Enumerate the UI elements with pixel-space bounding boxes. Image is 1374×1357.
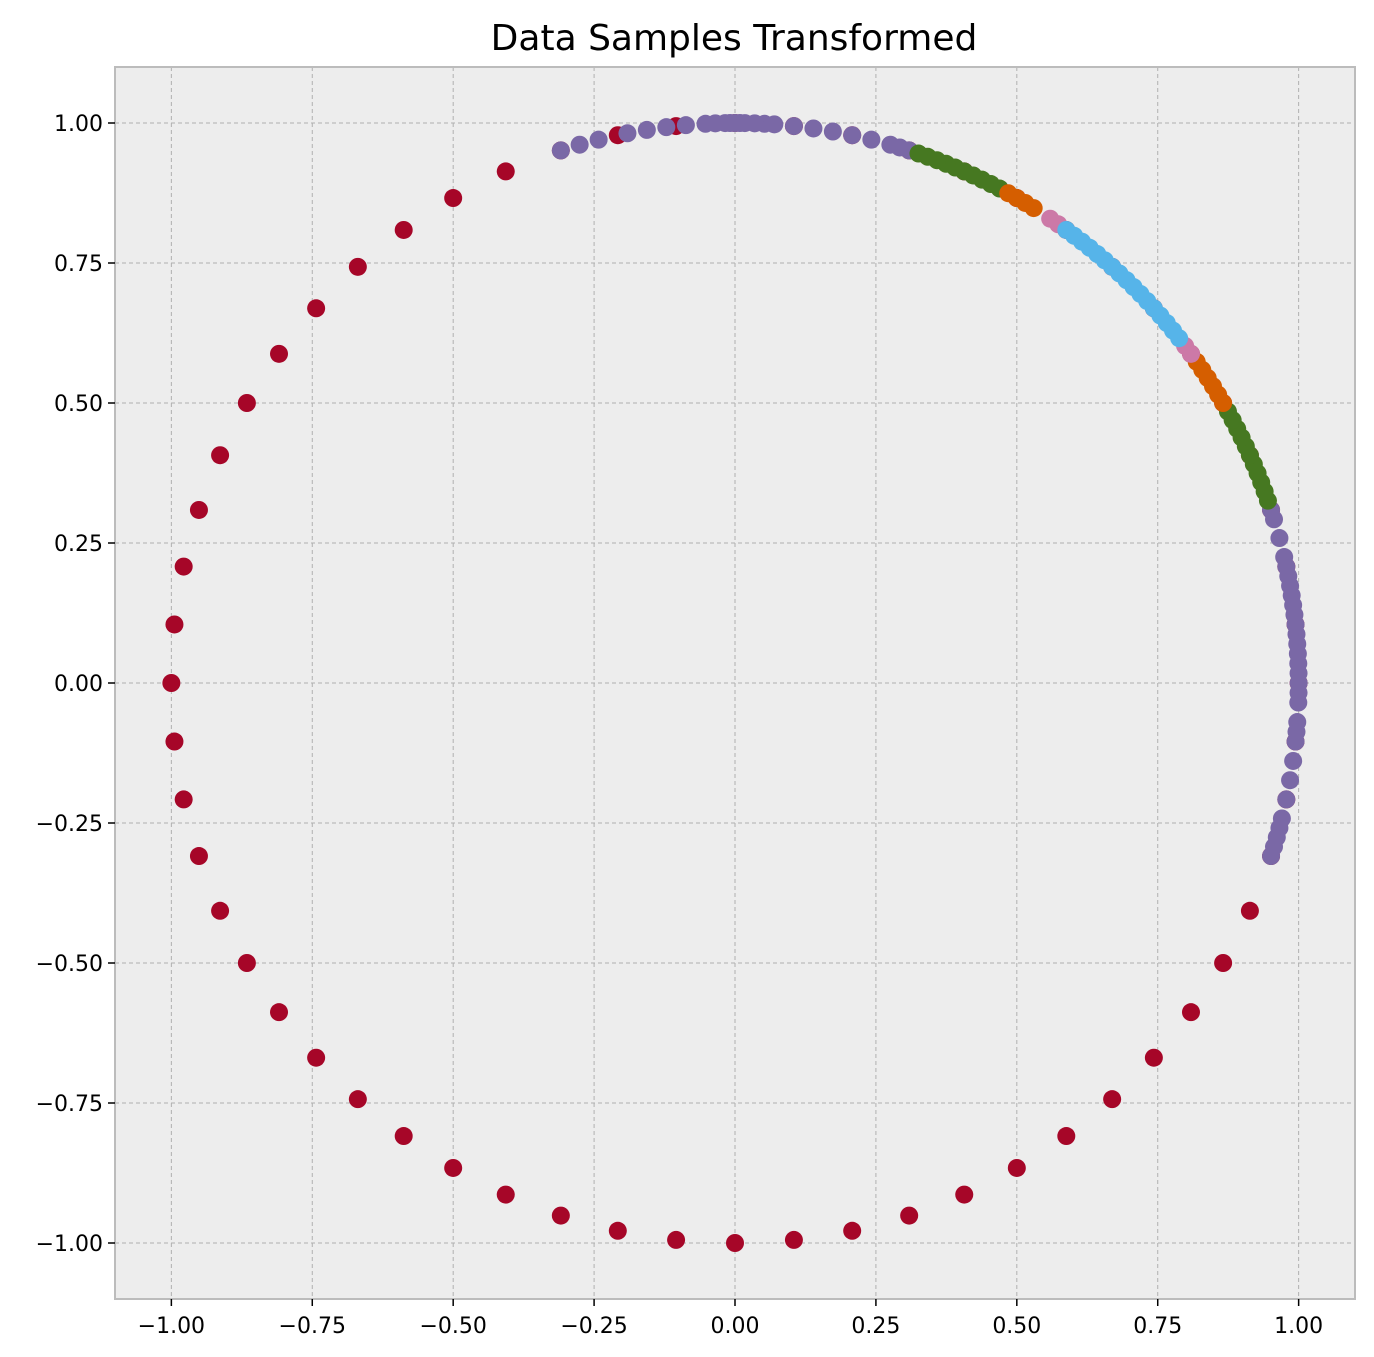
data-point [999, 184, 1018, 203]
y-tick-label: 1.00 [54, 112, 103, 137]
data-point [608, 1221, 627, 1240]
data-point [881, 135, 900, 154]
data-point [189, 847, 208, 866]
data-point [174, 557, 193, 576]
data-point [1103, 1090, 1122, 1109]
axis-ticks: −1.00 −0.75 −0.50 −0.25 0.00 0.25 0.50 0.75 1.00… [36, 112, 1324, 1339]
y-tick-label: −0.75 [36, 1092, 103, 1117]
data-point [189, 500, 208, 519]
data-point [394, 220, 413, 239]
data-point [570, 135, 589, 154]
data-point [1057, 1127, 1076, 1146]
data-point [1272, 809, 1291, 828]
y-tick-label: −0.50 [36, 952, 103, 977]
y-tick-label: 0.00 [54, 672, 103, 697]
data-point [804, 119, 823, 138]
data-point [237, 954, 256, 972]
data-points [162, 114, 1308, 1252]
data-point [696, 114, 715, 133]
data-point [496, 1185, 515, 1204]
data-point [843, 126, 862, 145]
data-point [726, 1234, 744, 1252]
x-tick-label: 0.00 [711, 1314, 760, 1339]
data-point [784, 117, 803, 136]
y-tick-label: −1.00 [36, 1232, 103, 1257]
data-point [307, 1048, 326, 1067]
grid-lines [115, 67, 1355, 1299]
data-point [1214, 954, 1233, 972]
data-point [618, 124, 637, 143]
x-tick-label: −0.50 [419, 1314, 486, 1339]
y-tick-label: −0.25 [36, 812, 103, 837]
data-point [676, 116, 695, 135]
data-point [1281, 771, 1300, 790]
data-point [348, 1090, 367, 1109]
x-tick-label: 1.00 [1274, 1314, 1323, 1339]
y-tick-label: 0.50 [54, 392, 103, 417]
data-point [657, 118, 676, 137]
data-point [307, 299, 326, 318]
data-point [667, 1230, 686, 1249]
data-point [823, 122, 842, 141]
chart-title: Data Samples Transformed [491, 18, 978, 59]
x-tick-label: −1.00 [138, 1314, 205, 1339]
data-point [1270, 529, 1289, 548]
x-tick-label: 0.75 [1133, 1314, 1182, 1339]
x-tick-label: −0.75 [279, 1314, 346, 1339]
data-point [270, 1003, 289, 1022]
data-point [909, 144, 928, 163]
data-point [1144, 1048, 1163, 1067]
data-point [589, 130, 608, 149]
data-point [270, 344, 289, 363]
data-point [955, 1185, 974, 1204]
data-point [1275, 548, 1294, 567]
data-point [211, 446, 230, 465]
y-tick-label: 0.75 [54, 252, 103, 277]
x-tick-label: 0.50 [992, 1314, 1041, 1339]
data-point [843, 1221, 862, 1240]
data-point [211, 901, 230, 920]
data-point [348, 257, 367, 276]
x-tick-label: 0.25 [851, 1314, 900, 1339]
data-point [162, 674, 181, 692]
data-point [1041, 209, 1060, 228]
x-tick-label: −0.25 [560, 1314, 627, 1339]
data-point [174, 790, 193, 809]
data-point [784, 1230, 803, 1249]
data-point [394, 1127, 413, 1146]
data-point [165, 732, 184, 751]
data-point [551, 1206, 570, 1225]
data-point [1057, 220, 1076, 239]
data-point [444, 189, 463, 208]
data-point [1007, 1158, 1026, 1177]
data-point [1181, 1003, 1200, 1022]
data-point [1240, 901, 1259, 920]
data-point [1288, 713, 1307, 732]
data-point [1277, 790, 1296, 809]
data-point [444, 1158, 463, 1177]
data-point [237, 394, 256, 412]
data-point [862, 130, 881, 149]
data-point [637, 120, 656, 139]
data-point [496, 162, 515, 181]
data-point [165, 615, 184, 634]
y-tick-label: 0.25 [54, 532, 103, 557]
data-point [551, 141, 570, 160]
data-point [900, 1206, 919, 1225]
data-point [1284, 751, 1303, 770]
